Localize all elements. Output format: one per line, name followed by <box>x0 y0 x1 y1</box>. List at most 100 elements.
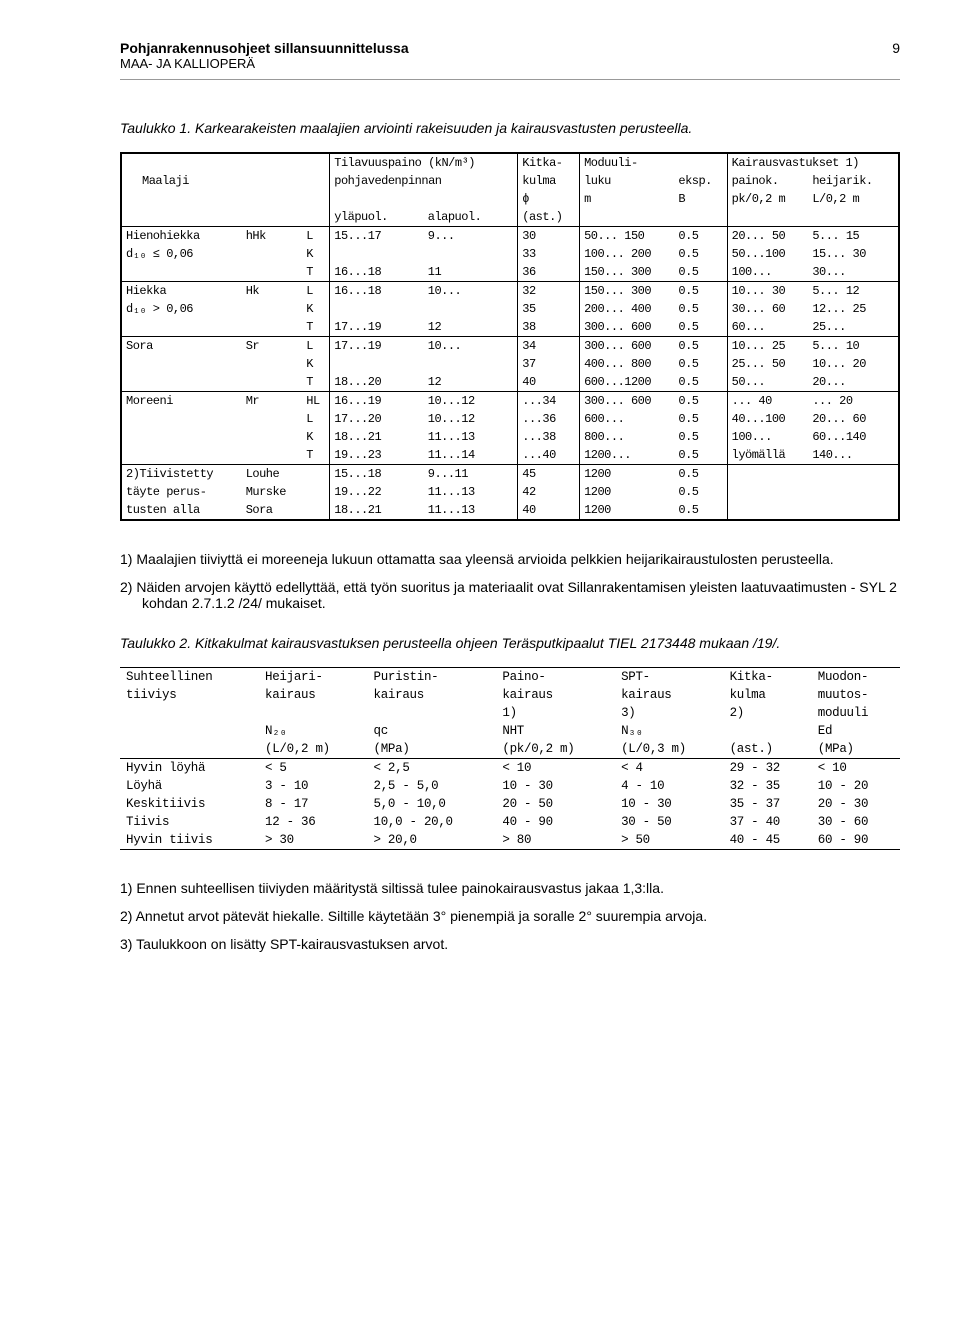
t1-cell: 12 <box>424 373 518 392</box>
t1-cell: ... 40 <box>727 392 808 411</box>
t1-cell: 0.5 <box>674 318 727 337</box>
t1-sym: Sora <box>242 501 303 520</box>
t1-cell: ...34 <box>518 392 580 411</box>
t1-lkt <box>302 501 330 520</box>
t1-rowname: Sora <box>121 337 242 356</box>
t1-cell: 140... <box>808 446 899 465</box>
t2-cell: 60 - 90 <box>812 831 900 850</box>
t1-lkt: K <box>302 355 330 373</box>
t2-h-c3c: qc <box>368 722 497 740</box>
t1-cell: 17...19 <box>330 337 424 356</box>
t2-cell: < 4 <box>615 759 724 778</box>
t1-sym: hHk <box>242 227 303 246</box>
table1: Maalaji Tilavuuspaino (kN/m³) Kitka- Mod… <box>120 152 900 521</box>
t2-cell: Hyvin löyhä <box>120 759 259 778</box>
t1-cell: 40...100 <box>727 410 808 428</box>
t1-cell: 0.5 <box>674 245 727 263</box>
t1-cell: 30... <box>808 263 899 282</box>
t1-h-luku: luku <box>580 172 675 190</box>
t2-cell: < 10 <box>812 759 900 778</box>
t1-cell: 9... <box>424 227 518 246</box>
t1-cell: 0.5 <box>674 263 727 282</box>
t2-h-c5b: kairaus <box>615 686 724 704</box>
t2-cell: Löyhä <box>120 777 259 795</box>
t2-h-c3: Puristin- <box>368 668 497 687</box>
t1-cell: 30 <box>518 227 580 246</box>
t1-lkt: L <box>302 337 330 356</box>
t2-h-c4: Paino- <box>496 668 615 687</box>
t1-cell: 300... 600 <box>580 337 675 356</box>
t1-rowname <box>121 410 242 428</box>
t1-cell: 35 <box>518 300 580 318</box>
t1-sym <box>242 318 303 337</box>
t1-sym <box>242 245 303 263</box>
t2-cell: < 10 <box>496 759 615 778</box>
t1-cell: 25... 50 <box>727 355 808 373</box>
t1-cell: 150... 300 <box>580 263 675 282</box>
t1-lkt: K <box>302 428 330 446</box>
t1-cell: 20... 60 <box>808 410 899 428</box>
t1-lkt: L <box>302 282 330 301</box>
t1-cell: 9...11 <box>424 465 518 484</box>
t2-h-c3d: (MPa) <box>368 740 497 759</box>
t1-cell: 0.5 <box>674 227 727 246</box>
t1-cell: 16...18 <box>330 282 424 301</box>
t1-cell: 100... <box>727 263 808 282</box>
header-subtitle: MAA- JA KALLIOPERÄ <box>120 56 900 71</box>
t1-cell: 33 <box>518 245 580 263</box>
t1-cell: 1200 <box>580 483 675 501</box>
t2-h-c4e: (pk/0,2 m) <box>496 740 615 759</box>
t1-sym <box>242 373 303 392</box>
t1-cell: 15...17 <box>330 227 424 246</box>
t1-cell: 37 <box>518 355 580 373</box>
t1-cell <box>330 355 424 373</box>
t1-cell: ...40 <box>518 446 580 465</box>
note1-2: 2) Näiden arvojen käyttö edellyttää, ett… <box>120 579 900 611</box>
t1-h-ylap: yläpuol. <box>330 208 424 227</box>
t1-cell: 0.5 <box>674 501 727 520</box>
t2-h-c7d: Ed <box>812 722 900 740</box>
t2-cell: 10 - 30 <box>496 777 615 795</box>
t1-cell: 11...13 <box>424 428 518 446</box>
t2-h-c3b: kairaus <box>368 686 497 704</box>
t1-cell <box>330 245 424 263</box>
t2-cell: 30 - 60 <box>812 813 900 831</box>
note1-1: 1) Maalajien tiiviyttä ei moreeneja luku… <box>120 551 900 567</box>
t1-h-heij: heijarik. <box>808 172 899 190</box>
t1-cell: 11...13 <box>424 501 518 520</box>
t1-h-tilav: Tilavuuspaino (kN/m³) <box>330 153 518 172</box>
t1-rowname: Hiekka <box>121 282 242 301</box>
t1-cell: 11 <box>424 263 518 282</box>
t1-cell: 10...12 <box>424 392 518 411</box>
notes1: 1) Maalajien tiiviyttä ei moreeneja luku… <box>120 551 900 611</box>
note2-1: 1) Ennen suhteellisen tiiviyden määritys… <box>120 880 900 896</box>
t2-h-c5d: N₃₀ <box>615 722 724 740</box>
t1-cell: ... 20 <box>808 392 899 411</box>
t1-cell: 50... 150 <box>580 227 675 246</box>
t1-cell: 0.5 <box>674 337 727 356</box>
t1-lkt: K <box>302 245 330 263</box>
t1-rowname: Hienohiekka <box>121 227 242 246</box>
t1-cell: 36 <box>518 263 580 282</box>
t1-cell: 60... <box>727 318 808 337</box>
t1-lkt: L <box>302 227 330 246</box>
t1-h-eksp: eksp. <box>674 172 727 190</box>
t1-lkt: K <box>302 300 330 318</box>
caption2-label: Taulukko 2. <box>120 635 191 651</box>
t1-cell: 800... <box>580 428 675 446</box>
t1-h-maalaji: Maalaji <box>121 153 330 208</box>
t2-cell: 5,0 - 10,0 <box>368 795 497 813</box>
t1-rowname <box>121 318 242 337</box>
t1-cell: 0.5 <box>674 355 727 373</box>
caption1-label: Taulukko 1. <box>120 120 191 136</box>
t1-cell <box>727 465 808 484</box>
t1-cell: 10... 30 <box>727 282 808 301</box>
t1-sym <box>242 446 303 465</box>
t2-cell: > 50 <box>615 831 724 850</box>
t1-sym <box>242 355 303 373</box>
t2-h-c2: Heijari- <box>259 668 368 687</box>
t2-cell: 30 - 50 <box>615 813 724 831</box>
t1-sym: Hk <box>242 282 303 301</box>
t1-cell: 12 <box>424 318 518 337</box>
t2-cell: 20 - 50 <box>496 795 615 813</box>
